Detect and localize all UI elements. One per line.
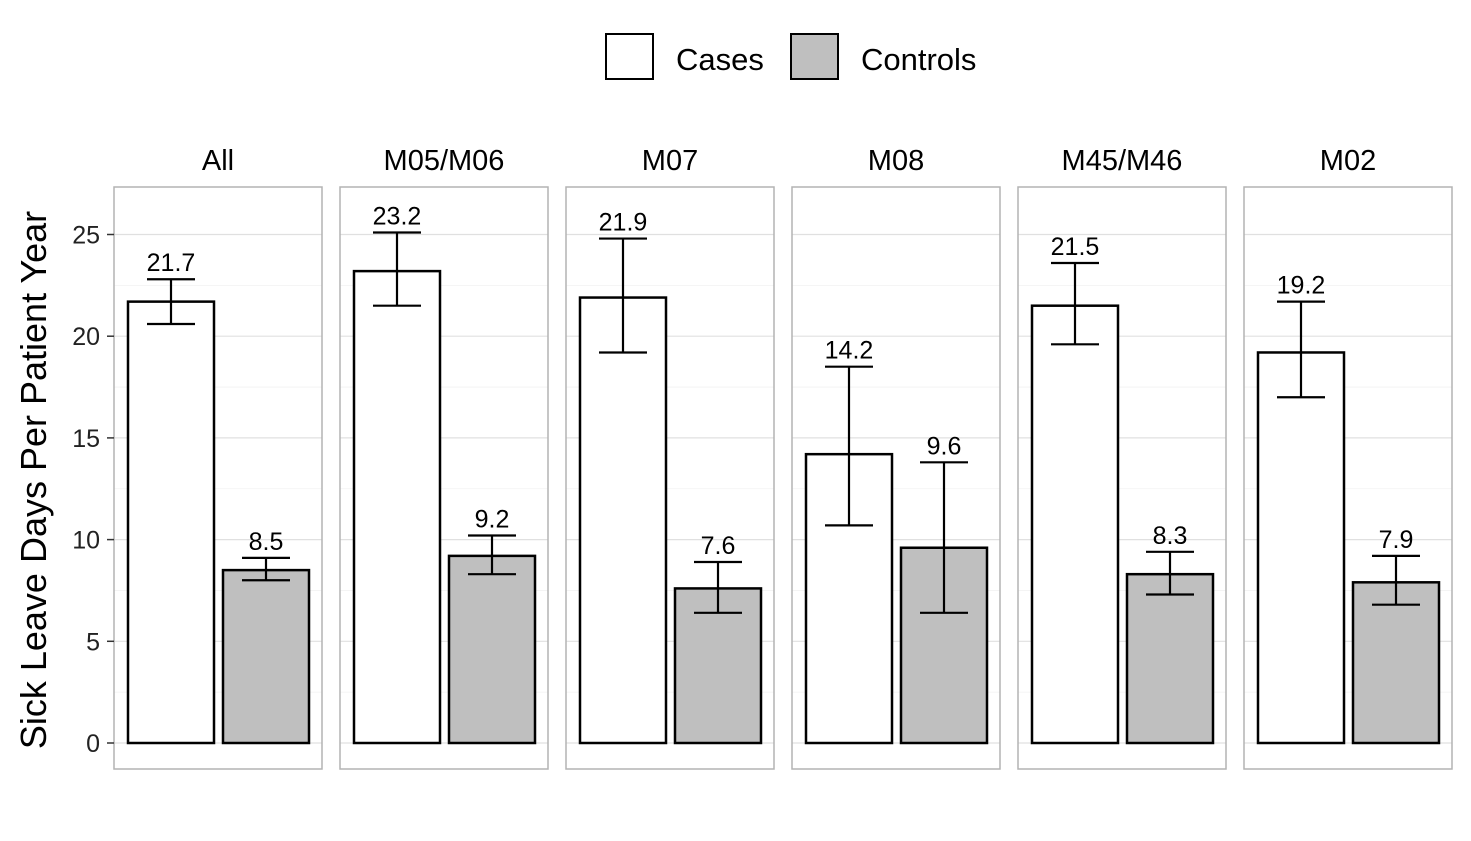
facet-panel: M02 19.2 7.9	[1243, 145, 1453, 770]
y-tick-label: 0	[86, 730, 100, 758]
panel-border	[1243, 186, 1453, 770]
legend-swatch-controls	[790, 33, 839, 80]
facet-title: All	[202, 145, 234, 177]
bar-cases	[578, 296, 668, 745]
y-tick-label: 20	[72, 323, 100, 351]
data-label: 7.6	[701, 532, 736, 560]
bar-controls	[221, 568, 311, 745]
bar-cases	[126, 300, 216, 745]
facet-panel: M08 14.2 9.6	[791, 145, 1001, 770]
legend-label-cases: Cases	[676, 42, 764, 77]
legend: Cases Controls	[605, 33, 976, 80]
bar-cases	[1256, 351, 1346, 745]
panel-border	[791, 186, 1001, 770]
legend-label-controls: Controls	[861, 42, 976, 77]
y-tick-label: 10	[72, 527, 100, 555]
facet-title: M05/M06	[384, 145, 505, 177]
data-label: 21.5	[1051, 233, 1100, 261]
data-label: 14.2	[825, 337, 874, 365]
panel-border	[1017, 186, 1227, 770]
panel-border	[565, 186, 775, 770]
data-label: 21.7	[147, 249, 196, 277]
data-label: 9.6	[927, 432, 962, 460]
data-label: 7.9	[1379, 526, 1414, 554]
facet-panels: All 21.7 8.5 M05/M06 23.2 9.2 M07 21.9 7.6 M08 14.…	[113, 145, 1453, 770]
y-tick-label: 5	[86, 628, 100, 656]
facet-title: M07	[642, 145, 698, 177]
y-axis: 0 5 10 15 20 25	[72, 222, 114, 758]
data-label: 9.2	[475, 506, 510, 534]
data-label: 23.2	[373, 202, 422, 230]
data-label: 19.2	[1277, 272, 1326, 300]
bar-controls	[673, 587, 763, 745]
bar-controls	[447, 554, 537, 745]
data-label: 21.9	[599, 209, 648, 237]
facet-panel: M05/M06 23.2 9.2	[339, 145, 549, 770]
y-tick-label: 15	[72, 425, 100, 453]
facet-panel: All 21.7 8.5	[113, 145, 323, 770]
facet-panel: M07 21.9 7.6	[565, 145, 775, 770]
facet-title: M02	[1320, 145, 1376, 177]
bar-cases	[1030, 304, 1120, 745]
facet-title: M45/M46	[1062, 145, 1183, 177]
bar-cases	[352, 269, 442, 745]
panel-border	[339, 186, 549, 770]
y-axis-title: Sick Leave Days Per Patient Year	[13, 211, 54, 749]
bar-controls	[1351, 581, 1441, 745]
legend-swatch-cases	[605, 33, 654, 80]
data-label: 8.5	[249, 528, 284, 556]
panel-border	[113, 186, 323, 770]
bar-controls	[1125, 572, 1215, 745]
facet-panel: M45/M46 21.5 8.3	[1017, 145, 1227, 770]
y-tick-label: 25	[72, 222, 100, 250]
facet-title: M08	[868, 145, 924, 177]
data-label: 8.3	[1153, 522, 1188, 550]
